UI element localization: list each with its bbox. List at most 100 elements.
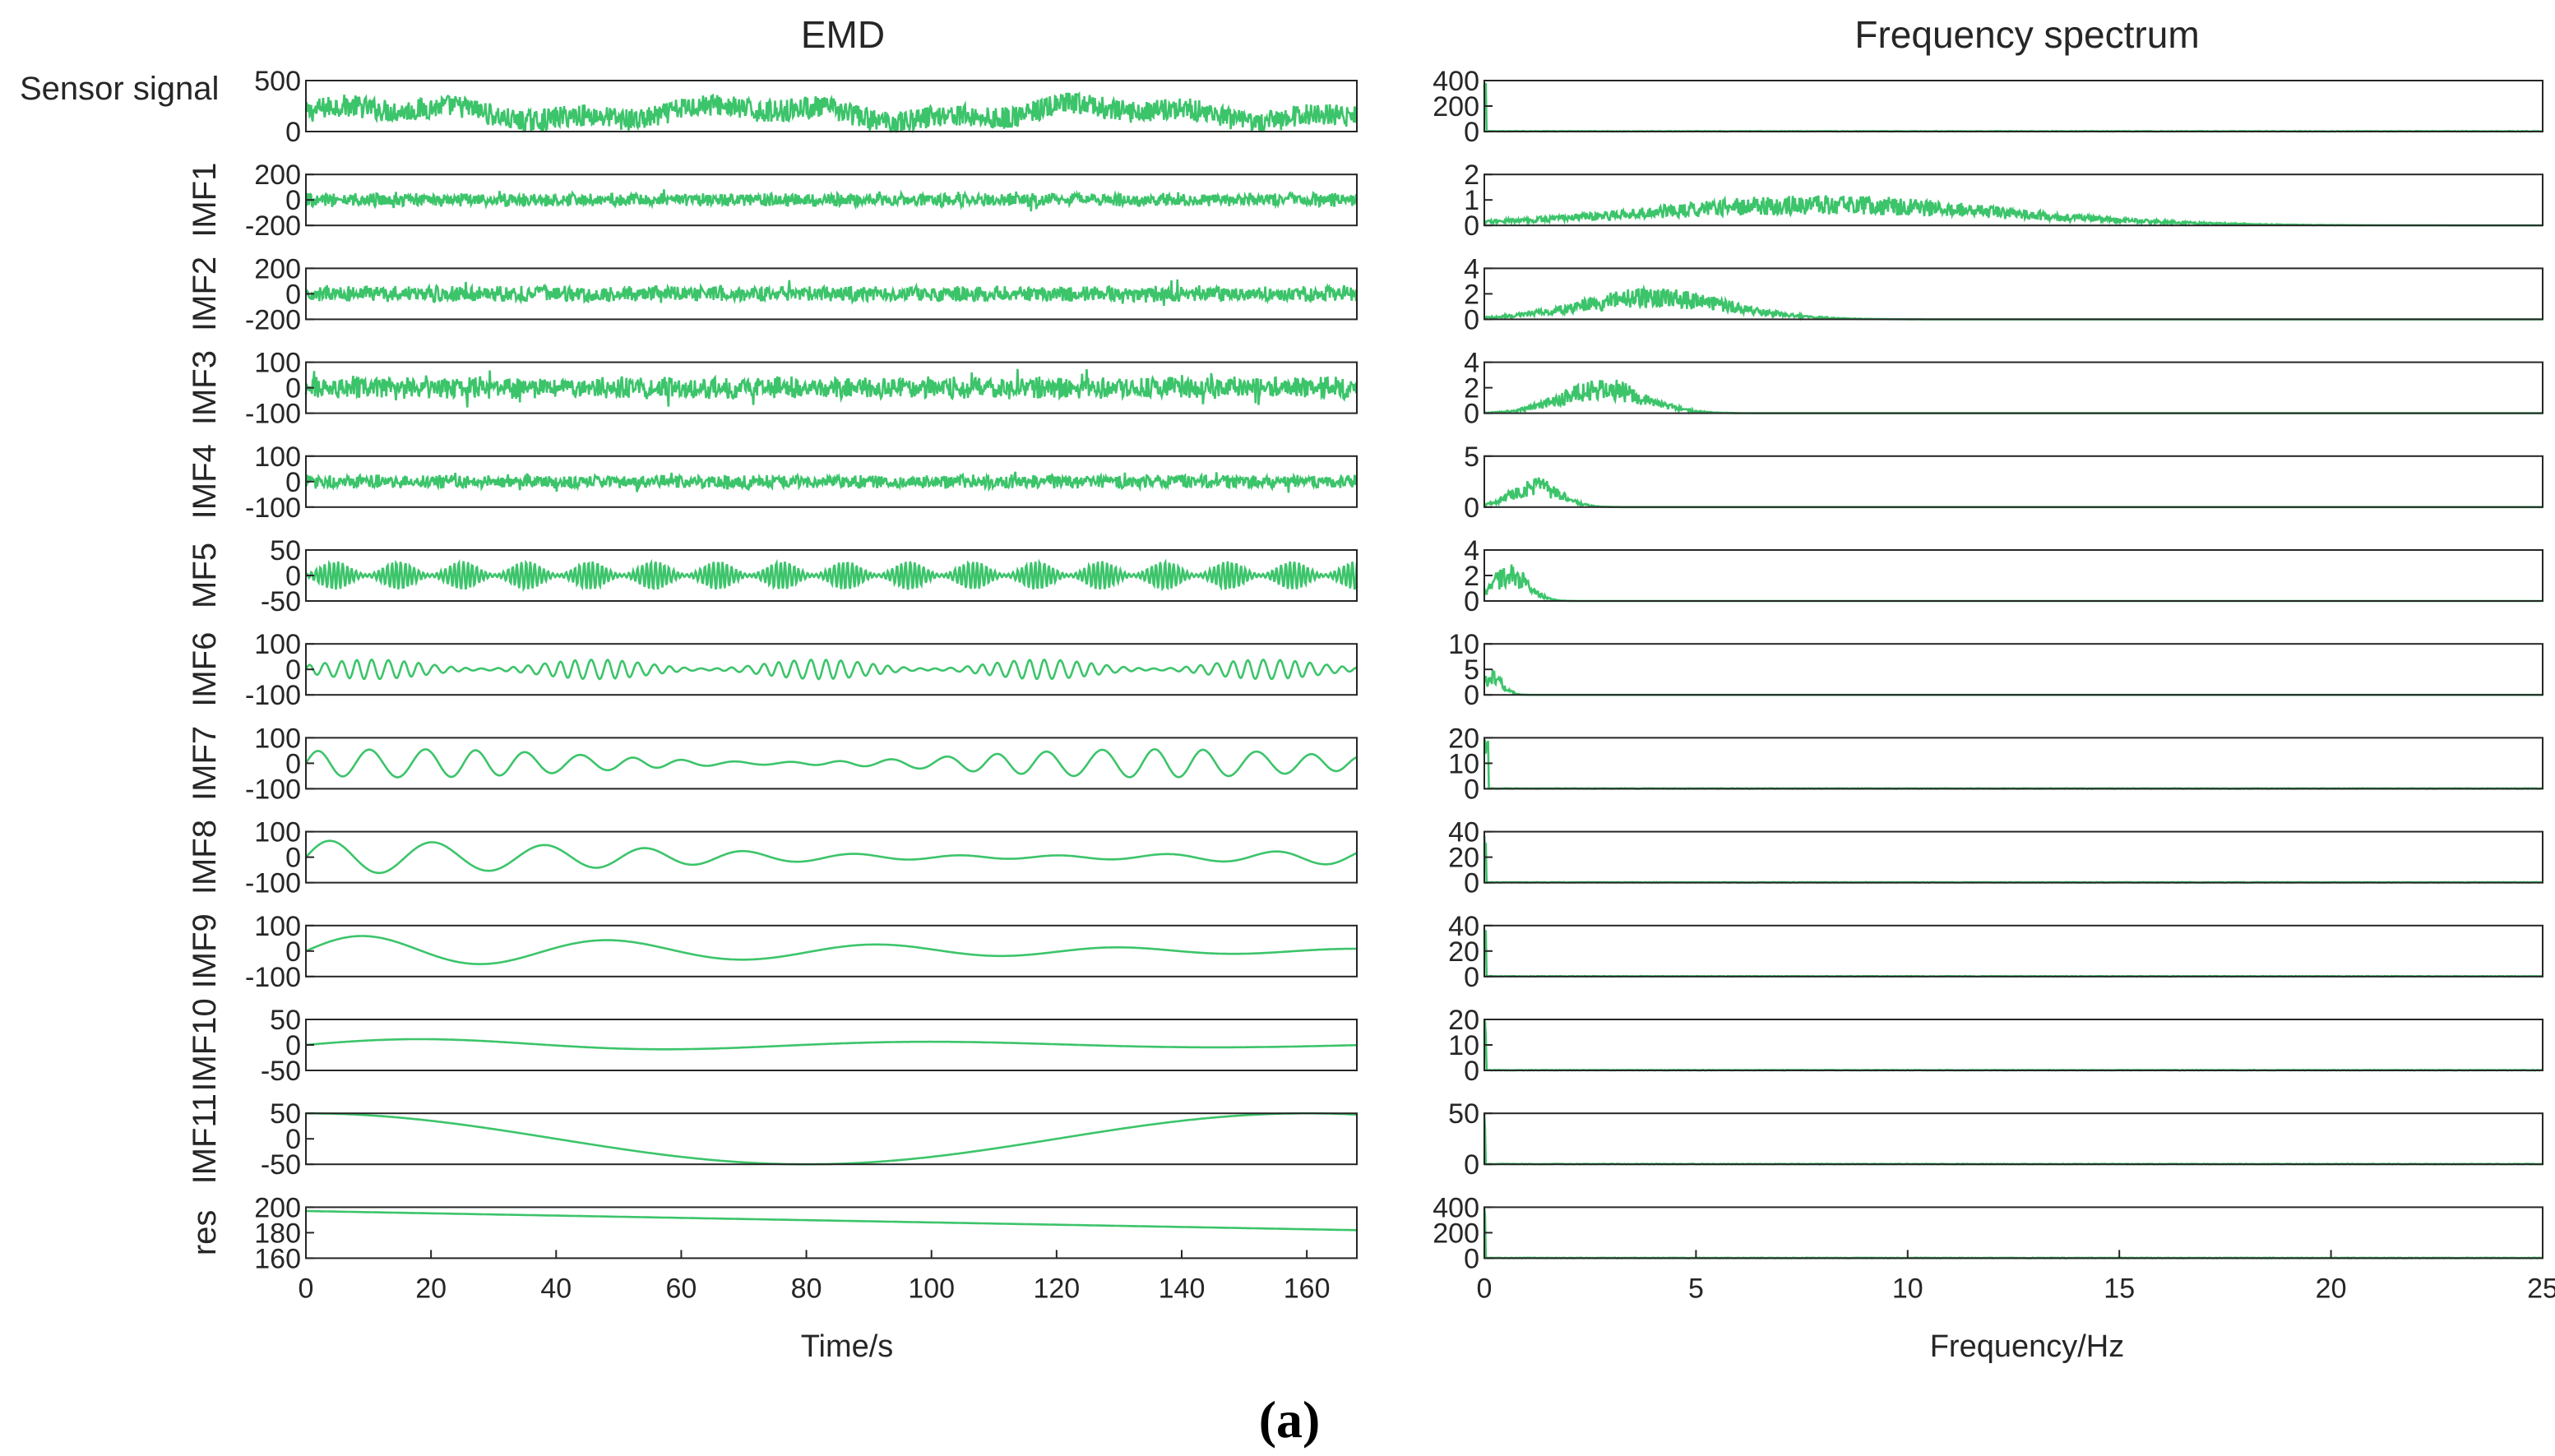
figure-caption: (a) bbox=[1259, 1390, 1321, 1449]
panel-label: IMF7 bbox=[187, 726, 223, 801]
panel-label: IMF4 bbox=[187, 444, 223, 519]
y-tick-label: 200 bbox=[1433, 1218, 1479, 1249]
y-tick-label: 400 bbox=[1433, 66, 1479, 97]
panel-label: IMF8 bbox=[187, 820, 223, 894]
emd-series-imf7 bbox=[304, 748, 1358, 779]
y-tick-label: 0 bbox=[1464, 399, 1479, 430]
y-tick-label: 500 bbox=[254, 66, 301, 97]
y-tick-label: 50 bbox=[270, 1098, 301, 1130]
emd-series-mf5 bbox=[304, 558, 1359, 593]
panel-frame bbox=[305, 1112, 1358, 1166]
x-tick-label: 20 bbox=[2316, 1273, 2347, 1304]
spectrum-panel-imf2: 024 bbox=[1464, 253, 2543, 335]
x-tick-label: 0 bbox=[1477, 1273, 1493, 1304]
y-tick-label: 100 bbox=[254, 629, 301, 660]
spectrum-title: Frequency spectrum bbox=[1854, 13, 2199, 56]
spectrum-series-imf3 bbox=[1483, 379, 2543, 415]
spectrum-x-axis: 0 5 10 15 20 25 bbox=[1477, 1250, 2555, 1304]
panel-label: res bbox=[187, 1210, 223, 1256]
panel-label: IMF2 bbox=[187, 257, 223, 331]
panel-frame bbox=[1483, 80, 2543, 132]
panel-label: Sensor signal bbox=[20, 71, 219, 107]
y-tick-label: 2 bbox=[1464, 373, 1479, 404]
panel-frame bbox=[1483, 737, 2543, 790]
spectrum-series-imf7 bbox=[1483, 738, 2543, 790]
emd-panel-sensor-signal: 0 500 Sensor signal bbox=[20, 66, 1359, 148]
y-tick-label: 0 bbox=[285, 1030, 301, 1061]
y-tick-label: 160 bbox=[254, 1243, 301, 1274]
spectrum-panel-imf1: 012 bbox=[1464, 159, 2543, 242]
panel-frame bbox=[305, 924, 1358, 978]
y-tick-label: -50 bbox=[261, 1149, 301, 1181]
panel-frame bbox=[1483, 1206, 2543, 1260]
x-tick-label: 10 bbox=[1892, 1273, 1923, 1304]
emd-series-imf3 bbox=[304, 368, 1359, 408]
y-tick-label: 0 bbox=[1464, 774, 1479, 805]
y-tick-label: 10 bbox=[1448, 629, 1479, 660]
x-tick-label: 60 bbox=[666, 1273, 697, 1304]
panel-label: IMF9 bbox=[187, 913, 223, 988]
emd-series-imf2 bbox=[304, 279, 1359, 307]
emd-title: EMD bbox=[801, 13, 885, 56]
spectrum-panel-imf11: 0 50 bbox=[1448, 1098, 2543, 1181]
y-tick-label: 200 bbox=[254, 253, 301, 284]
spectrum-series-imf11 bbox=[1483, 1113, 2543, 1166]
y-tick-label: 0 bbox=[285, 843, 301, 874]
x-tick-label: 25 bbox=[2527, 1273, 2555, 1304]
panel-frame bbox=[1483, 643, 2543, 696]
emd-x-label: Time/s bbox=[801, 1329, 894, 1364]
y-tick-label: 1 bbox=[1464, 185, 1479, 216]
panel-frame bbox=[1483, 173, 2543, 227]
emd-series-sensor-signal bbox=[304, 90, 1359, 134]
y-tick-label: 0 bbox=[285, 467, 301, 498]
y-tick-label: 0 bbox=[1464, 1056, 1479, 1087]
panel-label: IMF6 bbox=[187, 632, 223, 707]
panel-label: MF5 bbox=[187, 543, 223, 608]
y-tick-label: 2 bbox=[1464, 561, 1479, 592]
panel-frame bbox=[1483, 549, 2543, 602]
emd-series-imf11 bbox=[306, 1112, 1357, 1166]
spectrum-panels: 0200400012024024050240510010200204002040… bbox=[1433, 66, 2543, 1274]
y-tick-label: 40 bbox=[1448, 911, 1479, 942]
panel-frame bbox=[305, 80, 1358, 132]
spectrum-series-imf1 bbox=[1483, 195, 2543, 228]
y-tick-label: 100 bbox=[254, 817, 301, 848]
x-tick-label: 15 bbox=[2104, 1273, 2135, 1304]
y-tick-label: 100 bbox=[254, 441, 301, 473]
panel-frame bbox=[1483, 361, 2543, 414]
y-tick-label: 50 bbox=[270, 535, 301, 566]
y-tick-label: 50 bbox=[1448, 1098, 1479, 1130]
x-tick-label: 160 bbox=[1284, 1273, 1331, 1304]
panel-frame bbox=[1483, 1019, 2543, 1071]
y-tick-label: 20 bbox=[1448, 843, 1479, 874]
emd-series-imf4 bbox=[304, 471, 1359, 493]
y-tick-label: -200 bbox=[245, 304, 301, 335]
spectrum-series-imf4 bbox=[1483, 477, 2543, 509]
x-tick-label: 5 bbox=[1688, 1273, 1704, 1304]
x-tick-label: 40 bbox=[540, 1273, 572, 1304]
y-tick-label: 0 bbox=[285, 748, 301, 779]
y-tick-label: -100 bbox=[245, 774, 301, 805]
y-tick-label: 100 bbox=[254, 348, 301, 379]
y-tick-label: -200 bbox=[245, 210, 301, 242]
y-tick-label: -100 bbox=[245, 962, 301, 993]
y-tick-label: 0 bbox=[1464, 962, 1479, 993]
spectrum-panel-imf3: 024 bbox=[1464, 348, 2543, 430]
y-tick-label: 0 bbox=[1464, 492, 1479, 524]
panel-label: IMF1 bbox=[187, 163, 223, 238]
y-tick-label: 0 bbox=[1464, 117, 1479, 148]
emd-series-imf9 bbox=[305, 935, 1357, 965]
panel-label: IMF10 bbox=[187, 998, 223, 1091]
y-tick-label: 20 bbox=[1448, 1005, 1479, 1036]
